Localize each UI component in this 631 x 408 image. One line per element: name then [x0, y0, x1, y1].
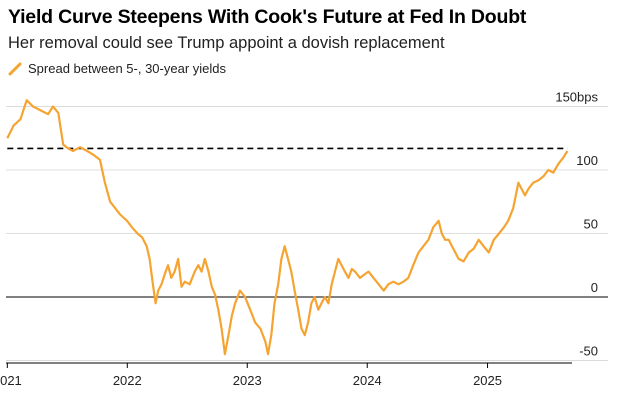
y-tick-label: -50	[579, 343, 598, 358]
y-tick-label: 150bps	[555, 90, 598, 105]
series-line	[6, 99, 569, 356]
chart-subtitle: Her removal could see Trump appoint a do…	[8, 34, 445, 52]
x-tick-label: 2023	[233, 373, 262, 388]
x-axis: 2021 2022 2023 2024 2025	[0, 362, 572, 388]
y-axis: 150bps 100 50 0 -50	[555, 90, 598, 359]
legend-label: Spread between 5-, 30-year yields	[28, 61, 227, 76]
legend: Spread between 5-, 30-year yields	[8, 61, 226, 76]
x-tick-label: 2024	[353, 373, 382, 388]
x-tick-label: 2025	[473, 373, 502, 388]
legend-line-icon	[8, 62, 22, 75]
y-tick-label: 50	[584, 217, 598, 232]
x-tick-label: 2022	[113, 373, 142, 388]
y-tick-label: 0	[591, 280, 598, 295]
chart-title: Yield Curve Steepens With Cook's Future …	[8, 6, 527, 28]
x-tick-label: 2021	[0, 373, 22, 388]
y-tick-label: 100	[576, 153, 598, 168]
series-group	[6, 99, 569, 356]
grid-lines	[6, 106, 608, 361]
